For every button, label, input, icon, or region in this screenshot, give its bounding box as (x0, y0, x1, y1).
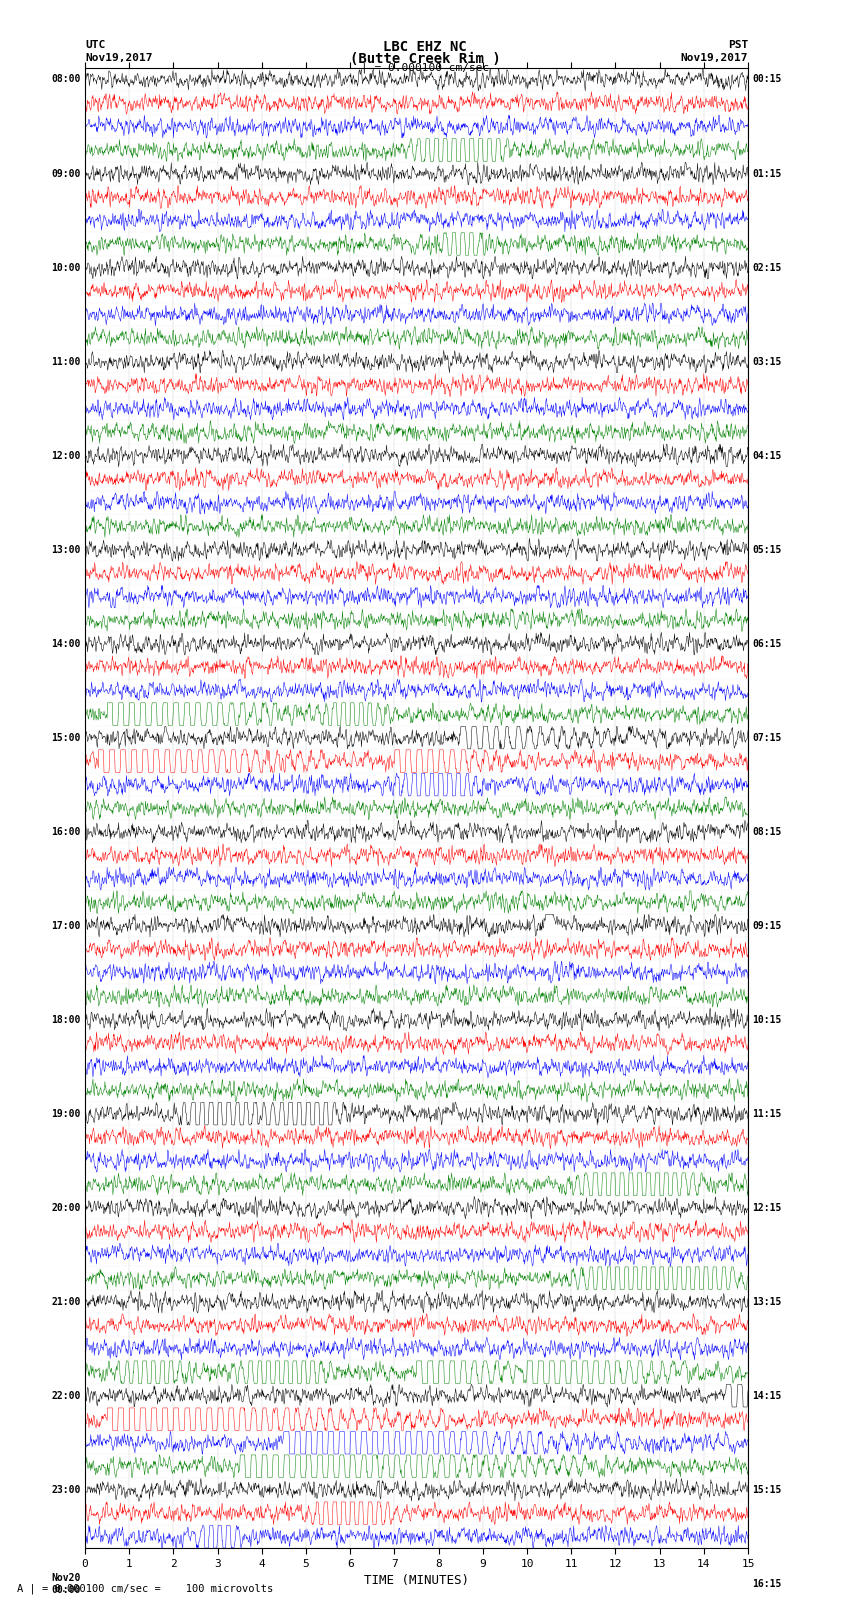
X-axis label: TIME (MINUTES): TIME (MINUTES) (364, 1574, 469, 1587)
Text: 19:00: 19:00 (51, 1108, 81, 1119)
Text: 15:15: 15:15 (752, 1484, 782, 1495)
Text: 10:00: 10:00 (51, 263, 81, 273)
Text: 01:15: 01:15 (752, 168, 782, 179)
Text: 11:15: 11:15 (752, 1108, 782, 1119)
Text: 08:00: 08:00 (51, 74, 81, 84)
Text: 05:15: 05:15 (752, 545, 782, 555)
Text: 04:15: 04:15 (752, 450, 782, 461)
Text: 09:00: 09:00 (51, 168, 81, 179)
Text: 13:15: 13:15 (752, 1297, 782, 1307)
Text: PST: PST (728, 40, 748, 50)
Text: 21:00: 21:00 (51, 1297, 81, 1307)
Text: 07:15: 07:15 (752, 732, 782, 742)
Text: 16:00: 16:00 (51, 826, 81, 837)
Text: 14:00: 14:00 (51, 639, 81, 648)
Text: 10:15: 10:15 (752, 1015, 782, 1024)
Text: 15:00: 15:00 (51, 732, 81, 742)
Text: UTC: UTC (85, 40, 105, 50)
Text: Nov19,2017: Nov19,2017 (681, 53, 748, 63)
Text: Nov19,2017: Nov19,2017 (85, 53, 152, 63)
Text: 14:15: 14:15 (752, 1390, 782, 1400)
Text: 00:15: 00:15 (752, 74, 782, 84)
Text: A | = 0.000100 cm/sec =    100 microvolts: A | = 0.000100 cm/sec = 100 microvolts (17, 1582, 273, 1594)
Text: 16:15: 16:15 (752, 1579, 782, 1589)
Text: 23:00: 23:00 (51, 1484, 81, 1495)
Text: 09:15: 09:15 (752, 921, 782, 931)
Text: Nov20
00:00: Nov20 00:00 (51, 1573, 81, 1595)
Text: 20:00: 20:00 (51, 1203, 81, 1213)
Text: 03:15: 03:15 (752, 356, 782, 366)
Text: 18:00: 18:00 (51, 1015, 81, 1024)
Text: 22:00: 22:00 (51, 1390, 81, 1400)
Text: 08:15: 08:15 (752, 826, 782, 837)
Text: 11:00: 11:00 (51, 356, 81, 366)
Text: | = 0.000100 cm/sec: | = 0.000100 cm/sec (361, 63, 489, 74)
Text: 17:00: 17:00 (51, 921, 81, 931)
Text: 12:00: 12:00 (51, 450, 81, 461)
Text: LBC EHZ NC: LBC EHZ NC (383, 40, 467, 55)
Text: 02:15: 02:15 (752, 263, 782, 273)
Text: 06:15: 06:15 (752, 639, 782, 648)
Text: 13:00: 13:00 (51, 545, 81, 555)
Text: 12:15: 12:15 (752, 1203, 782, 1213)
Text: (Butte Creek Rim ): (Butte Creek Rim ) (349, 52, 501, 66)
